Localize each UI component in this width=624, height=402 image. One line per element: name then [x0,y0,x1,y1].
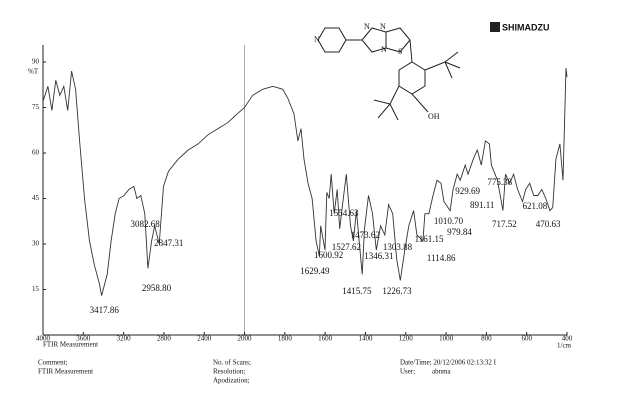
peak-label: 891.11 [470,200,494,210]
bond [377,103,391,119]
footer-text: Resolution; [213,368,245,376]
peak-label: 1303.88 [383,242,413,252]
peak-label: 717.52 [492,219,517,229]
x-tick-label: 2400 [197,335,212,343]
bond [444,61,461,69]
bond [409,39,413,63]
bond [444,61,453,79]
pyridine-ring [317,27,347,53]
y-tick-label: 30 [32,240,40,248]
x-tick-label: 1200 [399,335,414,343]
peak-label: 1473.62 [351,230,380,240]
peak-label: 470.63 [536,219,561,229]
brand: SHIMADZU [502,22,550,32]
spectrum-line [42,68,568,296]
x-tick-label: 600 [521,335,532,343]
bond [444,51,459,63]
bond [389,85,400,105]
footer-text: Comment; [38,359,68,367]
peak-label: 979.84 [447,227,472,237]
peak-label: 3417.86 [90,305,120,315]
atom-label: N [364,22,370,31]
atom-label: N [381,45,387,54]
peak-label: 929.69 [455,186,480,196]
atom-label: N [314,35,320,44]
y-tick-label: 15 [32,285,40,293]
footer-text: Apodization; [213,377,250,385]
x-tick-label: 1400 [358,335,373,343]
peak-label: 1600.92 [314,250,343,260]
footer-text: Date/Time; 20/12/2006 02:13:32 I [400,359,497,367]
peak-label: 1161.15 [415,234,444,244]
footer-text: FTIR Measurement [38,368,93,376]
footer-text: No. of Scans; [213,359,251,367]
bond [411,93,429,113]
peak-label: 1527.62 [332,242,361,252]
thiadiazole-ring [385,27,411,53]
brand-icon [490,22,500,32]
x-tick-label: 800 [481,335,492,343]
y-tick-label: 90 [32,58,40,66]
bond [389,103,399,121]
x-tick-label: 2800 [157,335,172,343]
bond [373,99,391,105]
peak-label: 1554.63 [329,208,359,218]
peak-label: 1226.73 [382,286,412,296]
x-tick-label: 1600 [318,335,333,343]
footer-text: User; [400,368,415,376]
x-tick-label: 2000 [238,335,253,343]
structure [317,27,461,121]
peak-label: 1114.86 [427,253,456,263]
y-tick-label: 75 [32,103,40,111]
peak-label: 1346.31 [364,251,393,261]
peak-label: 1010.70 [434,216,464,226]
peak-label: 1415.75 [342,286,372,296]
peak-label: 3082.68 [130,219,160,229]
peak-label: 2847.31 [154,238,183,248]
x-tick-label: 1800 [278,335,293,343]
peak-label: 1629.49 [300,266,330,276]
x-tick-label: 3200 [117,335,132,343]
y-tick-label: 45 [32,194,40,202]
bond [424,61,446,71]
footer-text: abnma [432,368,452,376]
peak-label: 2958.80 [142,283,172,293]
peak-label: 775.38 [487,177,512,187]
x-tick-label: 4000 [36,335,51,343]
peak-label: 621.08 [522,201,547,211]
y-axis-title: %T [28,68,39,76]
x-axis-title: 1/cm [557,342,572,350]
y-tick-label: 60 [32,149,40,157]
benzene-ring [398,61,426,95]
atom-label: OH [428,112,440,121]
measurement-label: FTIR Measurement [43,341,98,349]
atom-label: N [380,22,386,31]
x-tick-label: 1000 [439,335,454,343]
atom-label: S [398,47,402,56]
x-tick-label: 3600 [76,335,91,343]
x-tick-label: 400 [562,335,573,343]
